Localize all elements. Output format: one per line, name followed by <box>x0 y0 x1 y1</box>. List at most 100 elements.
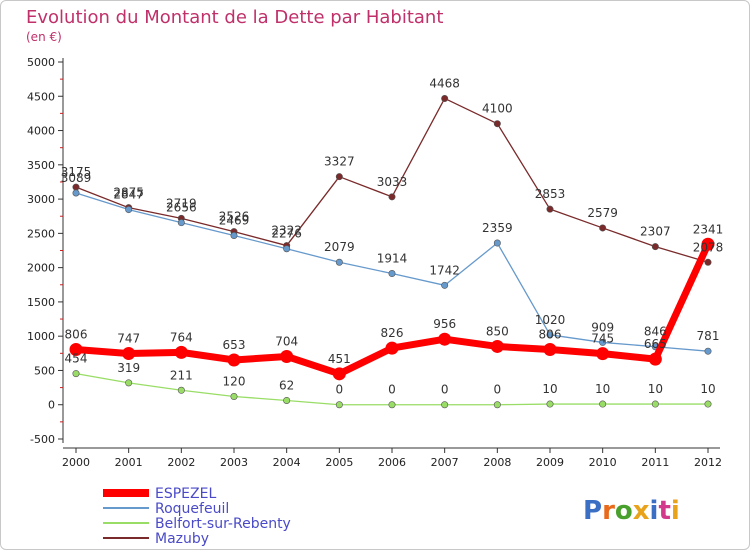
x-tick-label: 2004 <box>273 456 301 469</box>
data-point <box>704 347 712 355</box>
chart-title: Evolution du Montant de la Dette par Hab… <box>26 7 443 28</box>
data-point <box>599 224 607 232</box>
data-point <box>280 349 294 363</box>
data-label: 764 <box>170 330 193 344</box>
data-label: 3175 <box>61 165 92 179</box>
data-point <box>335 173 343 181</box>
data-label: 704 <box>275 334 298 348</box>
data-label: 745 <box>591 332 614 346</box>
y-tick-label: 3500 <box>27 159 55 172</box>
data-label: 4100 <box>482 102 513 116</box>
y-tick-label: -500 <box>30 433 55 446</box>
data-point <box>441 94 449 102</box>
y-tick-label: 4500 <box>27 90 55 103</box>
data-label: 1914 <box>377 252 408 266</box>
data-label: 781 <box>697 329 720 343</box>
data-point <box>493 239 501 247</box>
data-point <box>174 345 188 359</box>
y-tick-label: 1500 <box>27 296 55 309</box>
data-label: 653 <box>223 338 246 352</box>
y-tick-label: 4000 <box>27 125 55 138</box>
data-point <box>125 379 133 387</box>
data-point <box>332 367 346 381</box>
x-tick-label: 2002 <box>167 456 195 469</box>
data-label: 2276 <box>271 227 302 241</box>
data-label: 2307 <box>640 225 671 239</box>
x-tick-label: 2006 <box>378 456 406 469</box>
data-point <box>648 352 662 366</box>
data-point <box>490 339 504 353</box>
data-label: 2359 <box>482 221 513 235</box>
data-point <box>177 219 185 227</box>
data-point <box>546 400 554 408</box>
data-label: 2579 <box>587 206 618 220</box>
data-label: 454 <box>65 352 88 366</box>
data-label: 2875 <box>113 186 144 200</box>
data-point <box>388 270 396 278</box>
data-point <box>438 332 452 346</box>
x-tick-label: 2008 <box>483 456 511 469</box>
data-point <box>441 401 449 409</box>
x-tick-label: 2010 <box>589 456 617 469</box>
x-tick-label: 2001 <box>115 456 143 469</box>
data-point <box>122 347 136 361</box>
data-label: 2853 <box>535 187 566 201</box>
data-point <box>704 258 712 266</box>
data-point <box>385 341 399 355</box>
x-tick-label: 2009 <box>536 456 564 469</box>
y-tick-label: 500 <box>34 364 55 377</box>
x-tick-label: 2005 <box>325 456 353 469</box>
y-tick-label: 2000 <box>27 262 55 275</box>
data-label: 2719 <box>166 196 197 210</box>
chart-subtitle: (en €) <box>26 30 62 44</box>
data-point <box>72 189 80 197</box>
data-point <box>651 400 659 408</box>
data-point <box>493 120 501 128</box>
data-point <box>651 243 659 251</box>
data-label: 2469 <box>219 213 250 227</box>
data-label: 2656 <box>166 201 197 215</box>
data-label: 10 <box>648 382 663 396</box>
data-point <box>335 258 343 266</box>
data-label: 3089 <box>61 171 92 185</box>
data-point <box>69 342 83 356</box>
legend-label: Roquefeuil <box>155 501 229 517</box>
data-label: 850 <box>486 324 509 338</box>
data-point <box>493 401 501 409</box>
y-tick-label: 1000 <box>27 330 55 343</box>
data-point <box>546 205 554 213</box>
legend-label: ESPEZEL <box>155 486 216 502</box>
data-label: 4468 <box>429 76 460 90</box>
data-label: 0 <box>388 383 396 397</box>
data-point <box>596 347 610 361</box>
data-label: 10 <box>595 382 610 396</box>
data-label: 10 <box>700 382 715 396</box>
data-label: 806 <box>65 327 88 341</box>
data-label: 1742 <box>429 263 460 277</box>
data-label: 319 <box>117 361 140 375</box>
data-label: 2078 <box>693 240 724 254</box>
x-tick-label: 2012 <box>694 456 722 469</box>
data-point <box>543 342 557 356</box>
series-layer <box>69 94 715 409</box>
data-label: 1020 <box>535 313 566 327</box>
x-tick-label: 2011 <box>641 456 669 469</box>
data-point <box>599 400 607 408</box>
data-point <box>283 396 291 404</box>
legend-label: Belfort-sur-Rebenty <box>155 516 291 532</box>
data-label: 826 <box>381 326 404 340</box>
legend-label: Mazuby <box>155 531 209 547</box>
data-point <box>230 393 238 401</box>
data-label: 2526 <box>219 210 250 224</box>
data-point <box>283 245 291 253</box>
y-tick-label: 0 <box>48 399 55 412</box>
data-point <box>599 338 607 346</box>
data-label: 2079 <box>324 240 355 254</box>
data-label: 451 <box>328 352 351 366</box>
data-label: 806 <box>539 327 562 341</box>
data-label: 747 <box>117 332 140 346</box>
data-label: 10 <box>542 382 557 396</box>
x-tick-label: 2003 <box>220 456 248 469</box>
